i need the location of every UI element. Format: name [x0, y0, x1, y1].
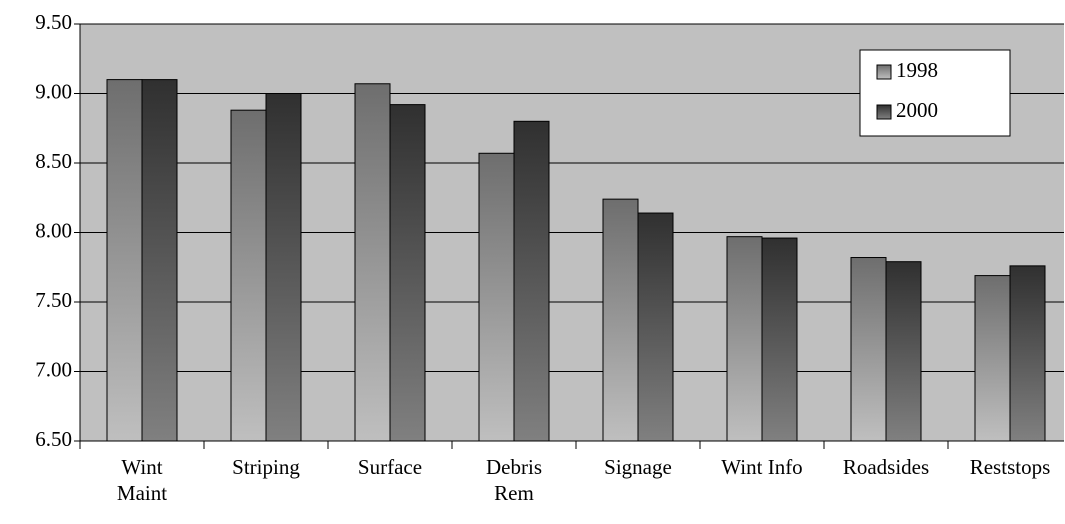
y-tick-label: 9.50	[35, 10, 72, 34]
legend-swatch	[876, 104, 892, 120]
y-tick-label: 8.50	[35, 149, 72, 173]
y-tick-label: 8.00	[35, 218, 72, 242]
bar	[726, 236, 763, 442]
legend-label: 1998	[896, 58, 938, 82]
bar	[389, 104, 426, 442]
bar	[513, 120, 550, 442]
legend-swatch	[876, 64, 892, 80]
bar	[141, 79, 178, 442]
bar	[354, 83, 391, 442]
x-tick-label: Reststops	[969, 455, 1051, 479]
y-tick-label: 7.00	[35, 357, 72, 381]
x-tick-label: Signage	[604, 455, 672, 479]
bar	[230, 109, 267, 442]
bar	[478, 152, 515, 442]
bar	[974, 275, 1011, 442]
bar	[1009, 265, 1046, 442]
x-tick-label: Debris Rem	[486, 455, 542, 505]
x-tick-label: Striping	[232, 455, 300, 479]
bar	[106, 79, 143, 442]
x-tick-label: Surface	[357, 455, 423, 479]
bar	[761, 237, 798, 442]
x-tick-label: Wint Maint	[116, 455, 168, 505]
bar	[885, 261, 922, 442]
x-tick-label: Roadsides	[842, 455, 930, 479]
bar	[265, 93, 302, 442]
bar	[850, 257, 887, 442]
bar	[602, 198, 639, 442]
x-tick-label: Wint Info	[721, 455, 803, 479]
bar	[637, 212, 674, 442]
legend-label: 2000	[896, 98, 938, 122]
legend	[859, 49, 1011, 137]
y-tick-label: 9.00	[35, 79, 72, 103]
y-tick-label: 6.50	[35, 427, 72, 451]
y-tick-label: 7.50	[35, 288, 72, 312]
